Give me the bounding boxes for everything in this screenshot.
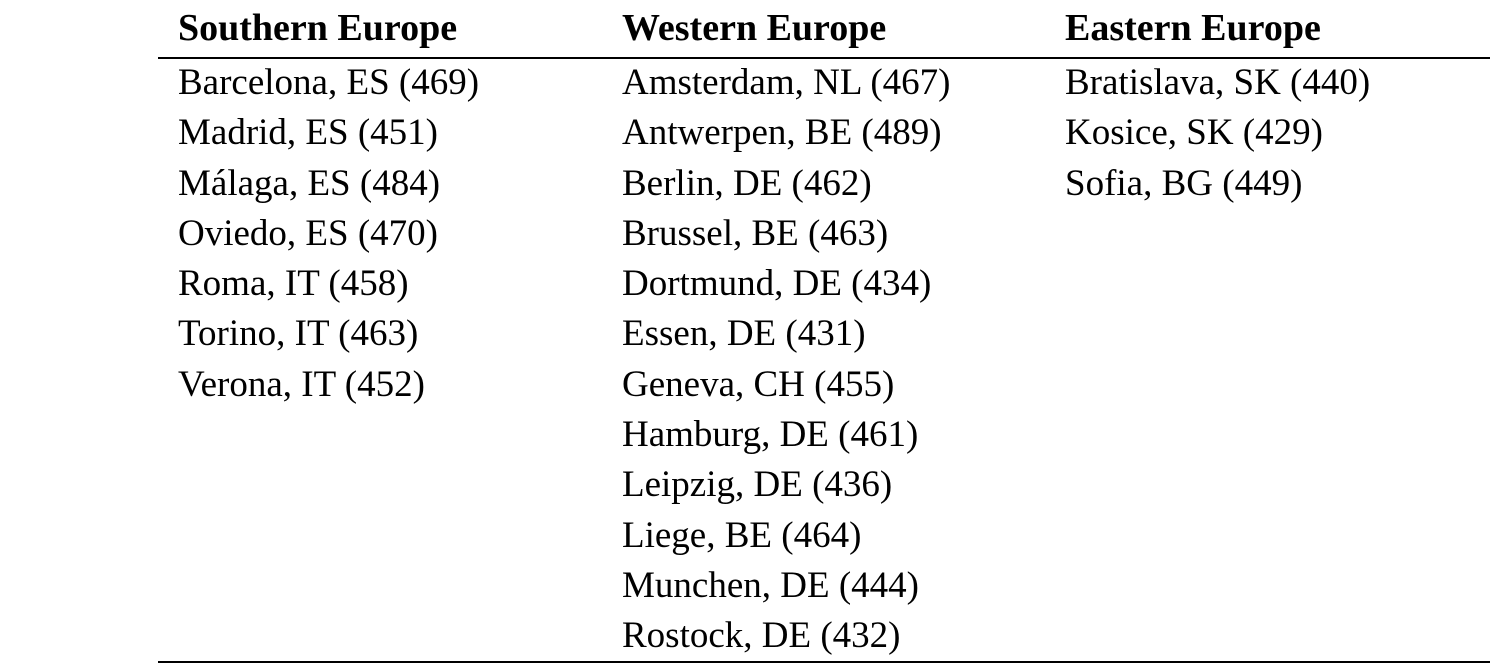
table-cell: Essen, DE (431) <box>622 313 866 355</box>
table-cell: Hamburg, DE (461) <box>622 414 919 456</box>
city-table: Southern Europe Western Europe Eastern E… <box>158 0 1490 670</box>
table-cell: Torino, IT (463) <box>178 313 419 355</box>
table-cell: Barcelona, ES (469) <box>178 62 480 103</box>
table-cell: Kosice, SK (429) <box>1065 112 1323 154</box>
table-cell: Brussel, BE (463) <box>622 212 889 254</box>
header-western-europe: Western Europe <box>622 7 887 49</box>
table-cell: Oviedo, ES (470) <box>178 212 438 254</box>
header-southern-europe: Southern Europe <box>178 7 458 49</box>
column-eastern-europe: Bratislava, SK (440) Kosice, SK (429) So… <box>1065 58 1370 209</box>
table-cell: Roma, IT (458) <box>178 263 409 305</box>
table-cell: Liege, BE (464) <box>622 514 862 556</box>
table-cell: Berlin, DE (462) <box>622 162 872 204</box>
table-cell: Málaga, ES (484) <box>178 162 441 204</box>
table-cell: Antwerpen, BE (489) <box>622 112 942 154</box>
table-cell: Munchen, DE (444) <box>622 564 919 606</box>
column-western-europe: Amsterdam, NL (467) Antwerpen, BE (489) … <box>622 58 950 662</box>
table-header-row: Southern Europe Western Europe Eastern E… <box>158 0 1490 58</box>
table-cell: Sofia, BG (449) <box>1065 162 1303 204</box>
table-cell: Bratislava, SK (440) <box>1065 62 1371 103</box>
table-cell: Madrid, ES (451) <box>178 112 438 154</box>
table-cell: Rostock, DE (432) <box>622 615 901 657</box>
header-eastern-europe: Eastern Europe <box>1065 7 1321 49</box>
column-southern-europe: Barcelona, ES (469) Madrid, ES (451) Mál… <box>178 58 479 410</box>
table-cell: Dortmund, DE (434) <box>622 263 932 305</box>
table-cell: Geneva, CH (455) <box>622 363 895 405</box>
bottom-rule <box>158 661 1490 663</box>
table-cell: Amsterdam, NL (467) <box>622 62 951 103</box>
top-rule <box>158 57 1490 59</box>
table-cell: Verona, IT (452) <box>178 363 425 405</box>
table-cell: Leipzig, DE (436) <box>622 464 893 506</box>
